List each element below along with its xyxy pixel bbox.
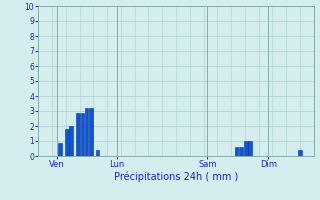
Bar bbox=[298, 150, 302, 156]
Bar bbox=[96, 150, 100, 156]
Bar bbox=[239, 147, 243, 156]
Bar bbox=[248, 141, 252, 156]
Bar bbox=[235, 147, 238, 156]
Bar bbox=[69, 126, 73, 156]
Bar bbox=[84, 108, 89, 156]
Bar bbox=[59, 142, 62, 156]
Bar bbox=[81, 112, 84, 156]
X-axis label: Précipitations 24h ( mm ): Précipitations 24h ( mm ) bbox=[114, 172, 238, 182]
Bar bbox=[244, 141, 248, 156]
Bar bbox=[76, 112, 80, 156]
Bar bbox=[89, 108, 92, 156]
Bar bbox=[65, 129, 69, 156]
